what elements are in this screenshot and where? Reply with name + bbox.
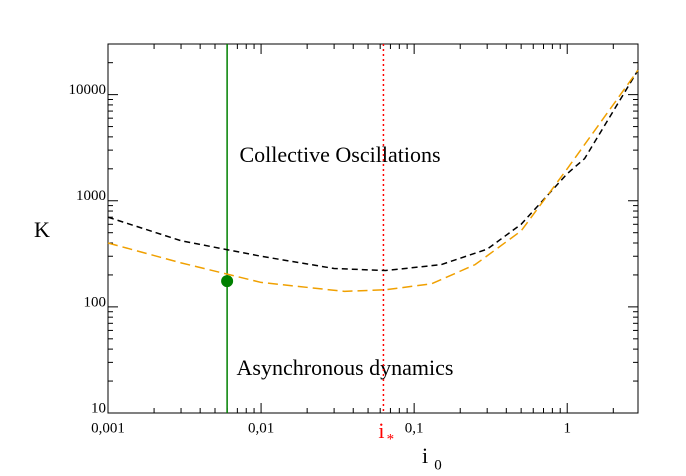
x-tick-label: 0,1 — [405, 420, 424, 436]
y-tick-label: 10 — [91, 400, 106, 416]
x-tick-label: 0,01 — [248, 420, 274, 436]
x-axis-label-sub: 0 — [434, 457, 442, 473]
x-tick-label: 1 — [563, 420, 571, 436]
annotation: Collective Oscillations — [239, 142, 440, 167]
line-series — [107, 69, 639, 272]
point — [221, 275, 234, 288]
x-axis-label: i — [422, 443, 428, 468]
vline-label: i — [378, 418, 384, 443]
annotation: Asynchronous dynamics — [237, 355, 454, 380]
y-tick-label: 10000 — [69, 82, 107, 98]
line-series — [107, 69, 639, 293]
x-tick-label: 0,001 — [91, 420, 125, 436]
plot-frame — [107, 43, 639, 414]
y-tick-label: 100 — [84, 294, 107, 310]
y-tick-label: 1000 — [76, 188, 106, 204]
vline-label-sub: * — [387, 431, 395, 447]
y-axis-label: K — [34, 217, 50, 242]
